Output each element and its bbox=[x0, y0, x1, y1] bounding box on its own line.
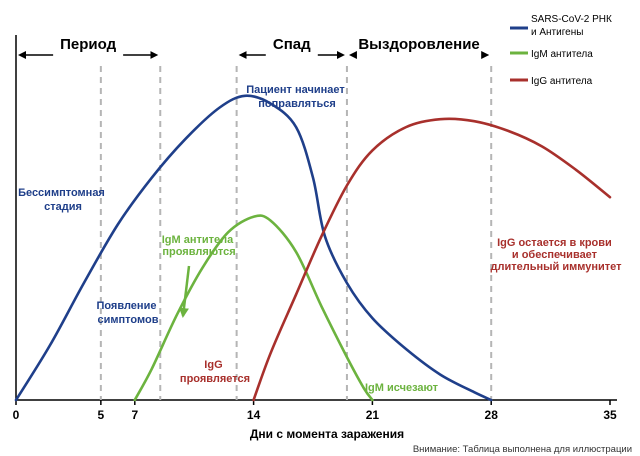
annotation-igm-appear: IgM антитела проявляются bbox=[162, 234, 237, 258]
x-ticks: 0 5 7 14 21 28 35 bbox=[13, 400, 617, 422]
annotation-igg-remains-line-2: и обеспечивает bbox=[512, 249, 598, 261]
x-tick-label-35: 35 bbox=[603, 408, 617, 422]
annotation-igg-remains-line-3: длительный иммунитет bbox=[490, 261, 622, 273]
series-igg-line bbox=[252, 117, 612, 402]
x-tick-label-7: 7 bbox=[131, 408, 138, 422]
annotation-recovering-line-2: поправляться bbox=[258, 98, 336, 110]
legend-label-igm: IgM антитела bbox=[531, 49, 593, 60]
phase-lines bbox=[99, 66, 493, 400]
series-lines bbox=[14, 94, 612, 402]
phase-arrows: Период Спад Выздоровление bbox=[18, 36, 490, 59]
legend-label-igg: IgG антитела bbox=[531, 76, 593, 87]
series-rna-line bbox=[14, 94, 493, 402]
annotation-asymptomatic-line-1: Бессимптомная bbox=[18, 187, 105, 199]
annotation-igm-appear-line-2: проявляются bbox=[162, 246, 235, 258]
annotation-igm-vanish: IgM исчезают bbox=[365, 382, 439, 394]
x-tick-label-14: 14 bbox=[247, 408, 261, 422]
annotation-recovering-line-1: Пациент начинает bbox=[246, 84, 345, 96]
x-tick-label-21: 21 bbox=[366, 408, 380, 422]
annotation-igm-appear-line-1: IgM антитела bbox=[162, 234, 234, 246]
legend-label-rna: SARS-CoV-2 РНК и Антигены bbox=[531, 14, 615, 38]
x-tick-label-0: 0 bbox=[13, 408, 20, 422]
legend-label-rna-line-2: и Антигены bbox=[531, 27, 583, 38]
x-tick-label-5: 5 bbox=[98, 408, 105, 422]
annotation-symptoms: Появление симптомов bbox=[96, 300, 159, 326]
phase-label-2: Выздоровление bbox=[358, 36, 479, 53]
annotation-symptoms-line-2: симптомов bbox=[98, 314, 159, 326]
annotation-igg-appear-line-1: IgG bbox=[204, 359, 222, 371]
legend: SARS-CoV-2 РНК и Антигены IgM антитела I… bbox=[510, 14, 615, 87]
annotation-igg-remains: IgG остается в крови и обеспечивает длит… bbox=[490, 237, 622, 273]
annotation-igg-appear: IgG проявляется bbox=[180, 359, 250, 385]
footnote: Внимание: Таблица выполнена для иллюстра… bbox=[413, 444, 632, 455]
annotation-recovering: Пациент начинает поправляться bbox=[246, 84, 348, 110]
annotation-igg-remains-line-1: IgG остается в крови bbox=[497, 237, 612, 249]
legend-label-rna-line-1: SARS-CoV-2 РНК bbox=[531, 14, 612, 25]
annotation-asymptomatic: Бессимптомная стадия bbox=[18, 187, 108, 213]
phase-label-1: Спад bbox=[273, 36, 311, 53]
series-igm-line bbox=[133, 214, 374, 402]
annotation-symptoms-line-1: Появление bbox=[96, 300, 156, 312]
igm-appear-arrow bbox=[178, 265, 191, 318]
x-axis-label: Дни с момента заражения bbox=[250, 427, 404, 441]
x-tick-label-28: 28 bbox=[485, 408, 499, 422]
phase-label-0: Период bbox=[60, 36, 116, 53]
annotation-igg-appear-line-2: проявляется bbox=[180, 373, 250, 385]
annotation-asymptomatic-line-2: стадия bbox=[44, 201, 82, 213]
